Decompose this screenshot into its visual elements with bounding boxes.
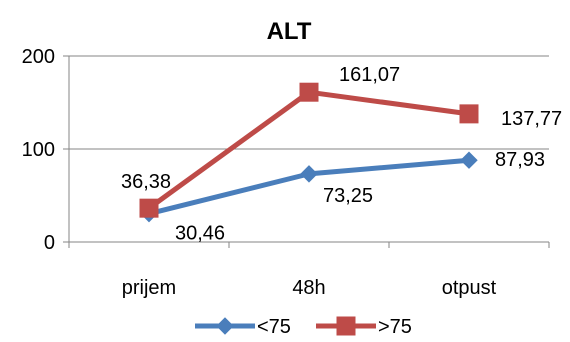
legend-square-marker-2 [336,316,356,336]
axes: 0 100 200 prijem 48h otpust [22,46,550,299]
x-tick-label-48h: 48h [292,277,325,299]
legend-diamond-marker-1 [216,317,234,335]
data-label-series-2-48h: 161,07 [339,64,400,86]
y-tick-label-100: 100 [22,139,55,161]
y-tick-label-200: 200 [22,46,55,68]
series-1-point-48h [300,165,318,183]
legend: <75 >75 [195,316,412,338]
chart-title: ALT [267,18,312,45]
data-label-series-1-48h: 73,25 [323,185,373,207]
data-labels: 30,46 73,25 87,93 36,38 161,07 137,77 [121,64,562,244]
data-label-series-2-prijem: 36,38 [121,171,171,193]
data-label-series-2-otpust: 137,77 [501,108,562,130]
series-2-point-48h [299,82,319,102]
x-tick-label-otpust: otpust [442,277,497,299]
series-line-2 [147,89,470,211]
gridlines [69,55,549,150]
data-label-series-1-prijem: 30,46 [175,223,225,245]
data-label-series-1-otpust: 87,93 [495,149,545,171]
legend-label-2: >75 [378,316,412,338]
series-2-point-otpust [459,104,479,124]
series-2-point-prijem [139,198,159,218]
y-tick-label-0: 0 [44,232,55,254]
series-group [139,82,479,223]
series-1-point-otpust [460,151,478,169]
legend-label-1: <75 [257,316,291,338]
x-tick-label-prijem: prijem [122,277,176,299]
